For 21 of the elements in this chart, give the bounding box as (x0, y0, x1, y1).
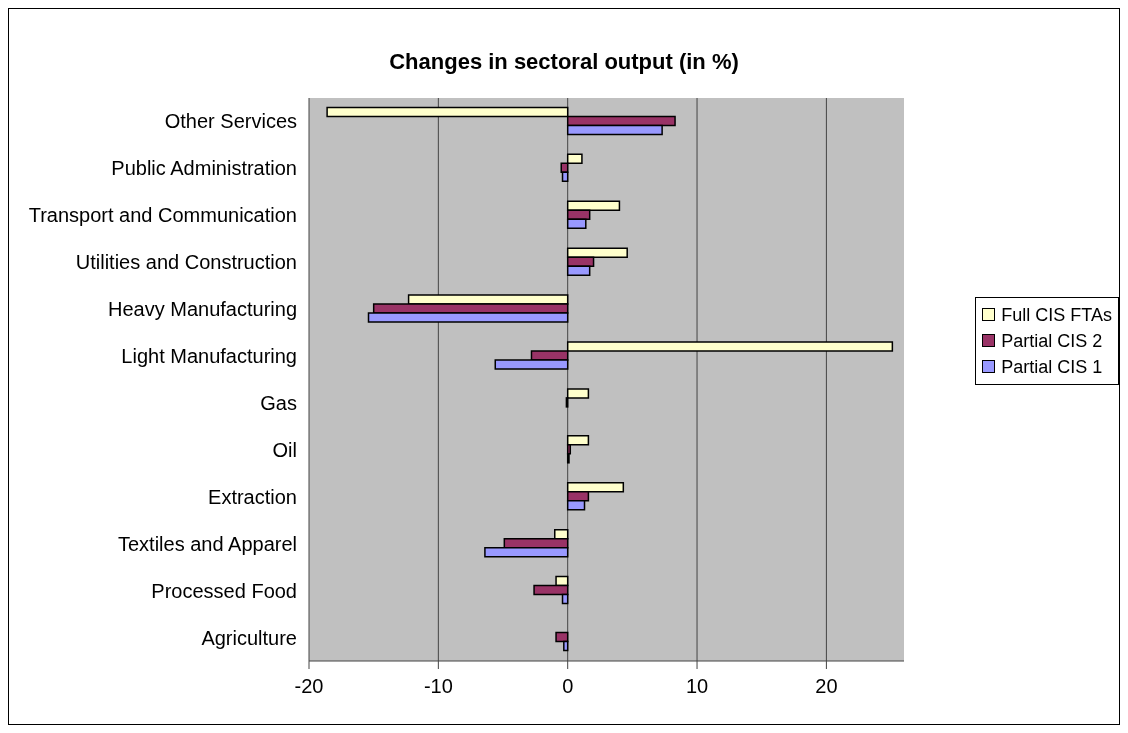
legend-label: Partial CIS 2 (1001, 329, 1103, 353)
x-tick-label: -10 (423, 675, 453, 698)
y-tick-label: Light Manufacturing (121, 345, 297, 368)
legend-label: Partial CIS 1 (1001, 355, 1103, 379)
x-tick-label: 0 (562, 675, 574, 698)
chart-title: Changes in sectoral output (in %) (388, 49, 740, 75)
legend-label: Full CIS FTAs (1001, 303, 1112, 327)
y-tick-label: Other Services (164, 110, 297, 133)
y-tick-label: Utilities and Construction (75, 251, 297, 274)
x-tick-label: 20 (815, 675, 838, 698)
y-tick-label: Gas (260, 391, 297, 414)
y-tick-label: Textiles and Apparel (117, 532, 297, 555)
y-tick-label: Oil (272, 438, 297, 461)
x-tick-label: -20 (294, 675, 324, 698)
y-tick-label: Extraction (208, 485, 297, 508)
y-tick-label: Transport and Communication (28, 204, 297, 227)
x-tick-label: 10 (685, 675, 709, 698)
y-tick-label: Public Administration (111, 157, 297, 180)
y-tick-label: Processed Food (151, 579, 297, 602)
y-tick-label: Agriculture (201, 626, 297, 649)
y-tick-label: Heavy Manufacturing (108, 298, 297, 321)
